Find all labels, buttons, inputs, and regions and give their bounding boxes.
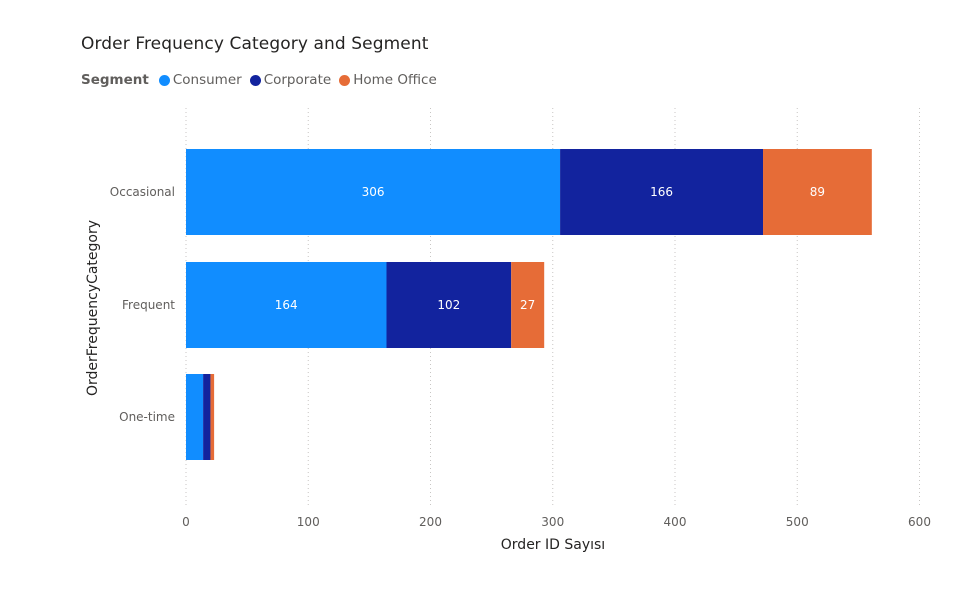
data-label-occasional-corporate: 166 — [650, 185, 673, 199]
data-label-frequent-consumer: 164 — [275, 298, 298, 312]
legend-label-corporate: Corporate — [263, 72, 332, 88]
bar-occasional-home-office[interactable] — [763, 149, 872, 235]
legend-title: Segment — [81, 72, 149, 88]
legend-dot-corporate — [249, 74, 261, 86]
bar-occasional-corporate[interactable] — [560, 149, 764, 235]
x-tick-label-500: 500 — [786, 515, 809, 529]
x-tick-label-600: 600 — [908, 515, 931, 529]
bar-occasional-consumer[interactable] — [186, 149, 561, 235]
data-label-frequent-home-office: 27 — [520, 298, 535, 312]
x-axis-title: Order ID Sayısı — [501, 537, 605, 553]
bar-one-time-home-office[interactable] — [210, 374, 215, 460]
y-category-label-one-time: One-time — [119, 410, 175, 424]
x-tick-label-200: 200 — [419, 515, 442, 529]
legend-dot-consumer — [158, 74, 170, 86]
legend-item-corporate[interactable]: Corporate — [249, 72, 332, 88]
y-category-label-frequent: Frequent — [122, 298, 175, 312]
legend-item-consumer[interactable]: Consumer — [158, 72, 242, 88]
bar-frequent-consumer[interactable] — [186, 262, 387, 348]
legend-label-home-office: Home Office — [353, 72, 437, 88]
data-label-occasional-home-office: 89 — [810, 185, 825, 199]
x-tick-label-0: 0 — [182, 515, 190, 529]
bar-one-time-corporate[interactable] — [203, 374, 211, 460]
x-tick-label-300: 300 — [541, 515, 564, 529]
bars — [186, 149, 872, 460]
data-label-frequent-corporate: 102 — [437, 298, 460, 312]
legend: Segment Consumer Corporate Home Office — [81, 70, 445, 90]
x-tick-label-400: 400 — [664, 515, 687, 529]
data-label-occasional-consumer: 306 — [362, 185, 385, 199]
labels: 0 100 200 300 400 500 600 306 166 89 Occasional 164… — [110, 185, 931, 529]
y-axis-title: OrderFrequencyCategory — [85, 220, 101, 396]
bar-frequent-corporate[interactable] — [386, 262, 512, 348]
bar-frequent-home-office[interactable] — [511, 262, 545, 348]
y-category-label-occasional: Occasional — [110, 185, 175, 199]
legend-item-home-office[interactable]: Home Office — [339, 72, 437, 88]
legend-dot-home-office — [339, 74, 351, 86]
chart-title: Order Frequency Category and Segment — [81, 34, 429, 54]
bar-one-time-consumer[interactable] — [186, 374, 204, 460]
legend-label-consumer: Consumer — [172, 72, 242, 88]
x-tick-label-100: 100 — [297, 515, 320, 529]
